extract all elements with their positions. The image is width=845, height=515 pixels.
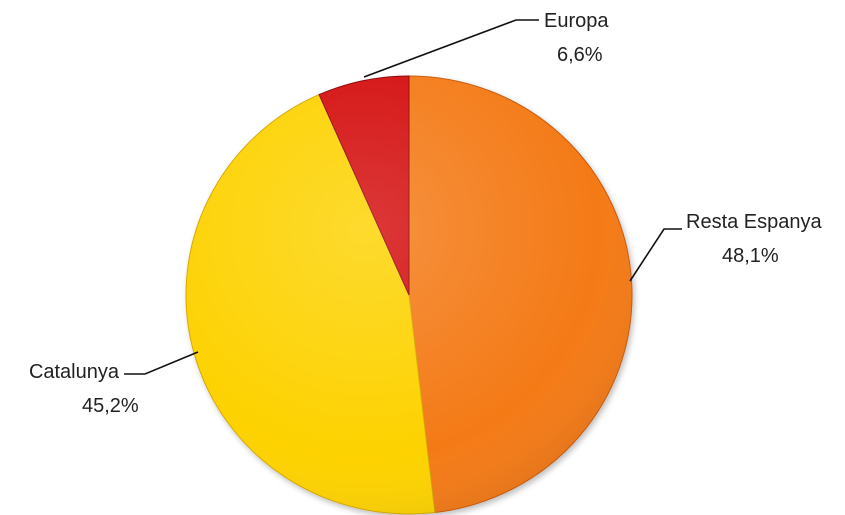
leader-line-catalunya — [124, 351, 199, 375]
slice-name-label: Europa — [544, 10, 609, 32]
leader-line-resta-espanya — [629, 228, 682, 282]
slice-value-label: 48,1% — [722, 245, 779, 267]
slice-value-label: 6,6% — [557, 44, 603, 66]
slice-value-label: 45,2% — [82, 395, 139, 417]
data-labels: Resta Espanya 48,1% Catalunya 45,2% Europa 6,… — [29, 10, 823, 417]
slice-name-label: Resta Espanya — [686, 211, 823, 233]
leader-lines — [124, 19, 682, 375]
pie-slice-resta-espanya — [408, 75, 633, 514]
pie-slices — [185, 75, 633, 515]
slice-name-label: Catalunya — [29, 361, 120, 383]
leader-line-europa — [363, 19, 539, 78]
